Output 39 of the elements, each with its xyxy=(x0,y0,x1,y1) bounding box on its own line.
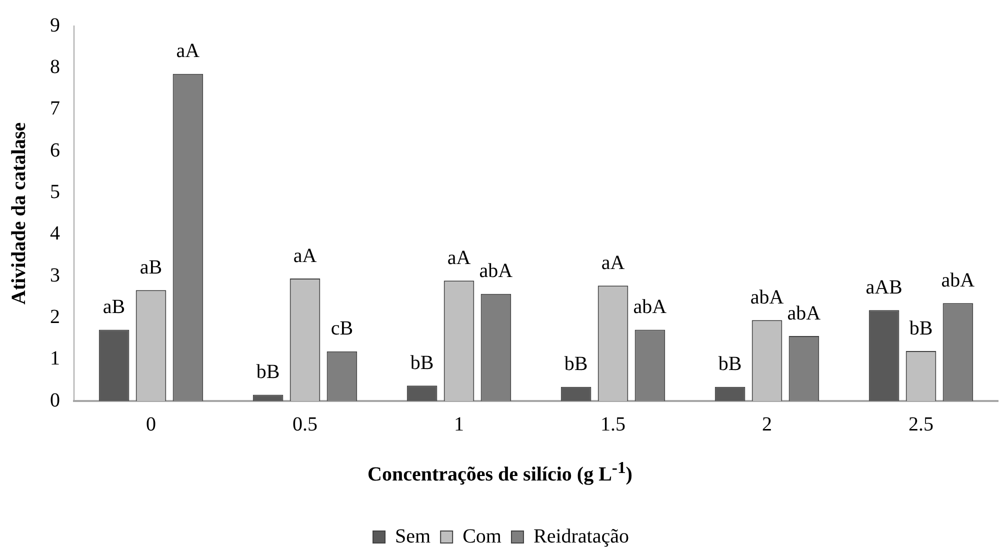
data-label: bB xyxy=(410,352,434,374)
x-axis-title: Concentrações de silício (g L$^{-1}$) xyxy=(366,458,634,487)
data-label: bB xyxy=(718,353,742,376)
data-label: aA xyxy=(176,40,200,62)
x-tick-label: 0 xyxy=(146,413,156,436)
x-tick-label: 1.5 xyxy=(600,413,626,436)
y-axis-title: Atividade da catalase xyxy=(8,122,30,305)
data-label: abA xyxy=(941,269,976,292)
x-tick-label: 2 xyxy=(762,413,772,436)
data-label: aA xyxy=(293,244,318,267)
y-tick-label: 3 xyxy=(50,264,60,286)
y-tick-label: 0 xyxy=(50,389,60,412)
data-label: bB xyxy=(256,361,280,383)
data-label: aAB xyxy=(866,276,902,298)
data-label: abA xyxy=(787,302,822,324)
legend-label: Sem xyxy=(395,525,432,548)
data-label: cB xyxy=(330,318,354,340)
y-tick-label: 8 xyxy=(50,56,60,78)
legend-label: Reidratação xyxy=(533,525,629,548)
data-label: aB xyxy=(140,256,162,278)
x-tick-label: 0.5 xyxy=(292,413,318,436)
data-label: aA xyxy=(601,252,626,274)
data-label: abA xyxy=(750,286,784,308)
y-tick-label: 4 xyxy=(50,222,60,245)
data-label: abA xyxy=(479,260,514,282)
y-tick-label: 1 xyxy=(50,348,60,370)
y-tick-label: 2 xyxy=(50,306,60,328)
data-label: bB xyxy=(909,317,933,340)
x-tick-label: 1 xyxy=(454,413,464,436)
data-label: aA xyxy=(447,246,472,269)
y-tick-label: 7 xyxy=(50,98,60,120)
legend-label: Com xyxy=(462,525,502,548)
data-label: bB xyxy=(564,353,588,376)
y-tick-label: 9 xyxy=(50,14,60,36)
data-label: abA xyxy=(633,296,668,318)
x-tick-label: 2.5 xyxy=(908,413,934,436)
data-label: aB xyxy=(102,296,126,318)
y-tick-label: 5 xyxy=(50,180,60,203)
y-tick-label: 6 xyxy=(50,139,60,162)
